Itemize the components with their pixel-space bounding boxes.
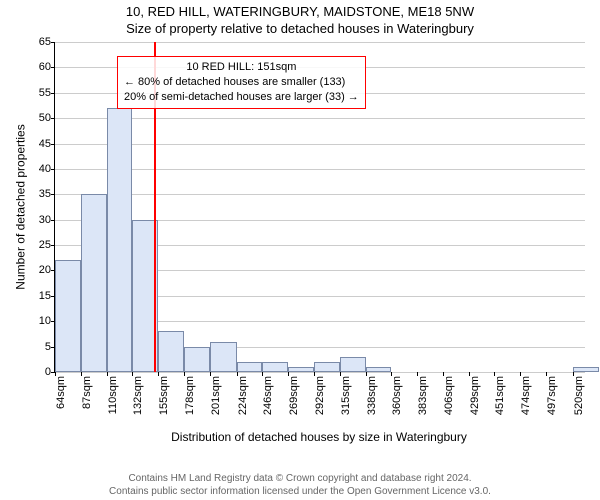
footer-line-2: Contains public sector information licen… [0,486,600,499]
y-tick-label: 30 [39,214,55,226]
y-tick-label: 50 [39,112,55,124]
y-tick-label: 45 [39,138,55,150]
histogram-bar [314,362,340,372]
x-tick-label: 155sqm [158,376,170,415]
chart-title: 10, RED HILL, WATERINGBURY, MAIDSTONE, M… [0,0,600,21]
gridline [55,144,585,145]
y-axis-label: Number of detached properties [14,124,28,289]
gridline [55,169,585,170]
x-tick-label: 315sqm [340,376,352,415]
y-tick-label: 5 [45,341,55,353]
x-tick-label: 132sqm [132,376,144,415]
histogram-bar [366,367,391,372]
gridline [55,42,585,43]
x-tick-label: 360sqm [391,376,403,415]
x-tick-label: 224sqm [237,376,249,415]
histogram-bar [288,367,314,372]
x-tick-label: 497sqm [546,376,558,415]
y-tick-label: 60 [39,61,55,73]
annotation-box: 10 RED HILL: 151sqm← 80% of detached hou… [117,56,366,109]
x-tick-label: 338sqm [366,376,378,415]
x-tick-label: 520sqm [573,376,585,415]
annotation-line: 20% of semi-detached houses are larger (… [124,90,359,105]
y-tick-label: 0 [45,366,55,378]
y-tick-label: 40 [39,163,55,175]
x-tick-label: 429sqm [469,376,481,415]
chart-container: 10, RED HILL, WATERINGBURY, MAIDSTONE, M… [0,0,600,500]
x-axis-label: Distribution of detached houses by size … [54,430,584,444]
annotation-line: 10 RED HILL: 151sqm [124,60,359,75]
histogram-bar [262,362,288,372]
histogram-bar [237,362,262,372]
x-tick-label: 64sqm [55,376,67,409]
histogram-bar [81,194,107,372]
x-tick-label: 246sqm [262,376,274,415]
histogram-bar [55,260,81,372]
x-tick-label: 474sqm [520,376,532,415]
y-tick-label: 10 [39,315,55,327]
x-tick-label: 451sqm [494,376,506,415]
histogram-bar [210,342,236,372]
histogram-bar [340,357,366,372]
y-tick-label: 55 [39,87,55,99]
gridline [55,194,585,195]
plot-area: 0510152025303540455055606564sqm87sqm110s… [54,42,585,373]
histogram-bar [158,331,184,372]
y-tick-label: 65 [39,36,55,48]
y-tick-label: 20 [39,264,55,276]
gridline [55,372,585,373]
y-tick-label: 15 [39,290,55,302]
histogram-bar [184,347,210,372]
y-tick-label: 35 [39,188,55,200]
x-tick-label: 110sqm [107,376,119,414]
histogram-bar [573,367,599,372]
x-tick-label: 292sqm [314,376,326,415]
gridline [55,118,585,119]
footer: Contains HM Land Registry data © Crown c… [0,473,600,498]
x-tick-label: 87sqm [81,376,93,409]
x-tick-label: 201sqm [210,376,222,415]
x-tick-label: 406sqm [443,376,455,415]
x-tick-label: 269sqm [288,376,300,415]
x-tick-label: 178sqm [184,376,196,415]
chart-subtitle: Size of property relative to detached ho… [0,21,600,38]
annotation-line: ← 80% of detached houses are smaller (13… [124,75,359,90]
footer-line-1: Contains HM Land Registry data © Crown c… [0,473,600,486]
y-tick-label: 25 [39,239,55,251]
x-tick-label: 383sqm [417,376,429,415]
histogram-bar [107,108,132,372]
